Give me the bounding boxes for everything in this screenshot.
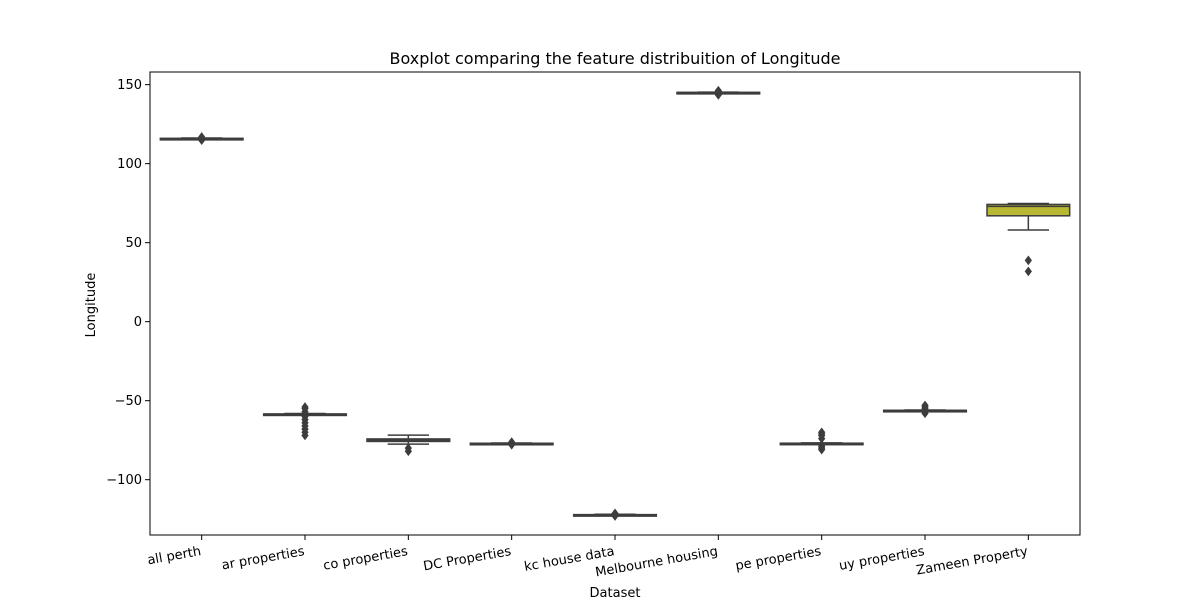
y-tick-label: 150: [117, 78, 142, 93]
y-tick-label: 0: [134, 315, 142, 330]
box-ar-properties: [262, 402, 348, 441]
x-axis-label: Dataset: [590, 586, 641, 600]
x-tick-label: all perth: [146, 544, 202, 568]
outlier-point: [1024, 266, 1032, 277]
outlier-point: [818, 427, 826, 438]
outlier-point: [611, 511, 619, 521]
y-axis-label: Longitude: [84, 273, 99, 338]
outlier-point: [198, 132, 206, 142]
chart-title: Boxplot comparing the feature distribuit…: [389, 49, 840, 68]
x-tick-label: uy properties: [838, 544, 926, 574]
y-tick-label: −50: [115, 394, 142, 409]
plot-frame: [149, 71, 1081, 536]
y-tick-label: 100: [117, 157, 142, 172]
outlier-point: [404, 446, 412, 457]
outlier-point: [921, 400, 929, 411]
x-tick-label: Zameen Property: [915, 544, 1029, 578]
y-tick-label: −100: [106, 473, 142, 488]
box-zameen-property: [986, 202, 1071, 277]
outlier-point: [1024, 255, 1032, 266]
y-tick-label: 50: [125, 236, 142, 251]
x-tick-label: ar properties: [221, 544, 306, 573]
box-dc-properties: [469, 437, 554, 450]
box-kc-house-data: [572, 508, 658, 521]
outlier-point: [818, 440, 826, 450]
box-co-properties: [366, 434, 451, 457]
box-pe-properties: [779, 427, 864, 455]
box-all-perth: [159, 132, 244, 145]
plot-area: −100 −50 0 50 100 150 all perth ar properties co…: [106, 78, 1071, 580]
outlier-point: [714, 85, 722, 96]
x-tick-label: pe properties: [734, 544, 822, 574]
box-body: [986, 203, 1071, 217]
box-uy-properties: [882, 400, 968, 419]
outlier-point: [508, 439, 516, 450]
x-tick-label: DC Properties: [422, 544, 512, 574]
x-tick-label: co properties: [322, 544, 409, 574]
outlier-point: [301, 402, 309, 412]
box-melbourne-housing: [676, 85, 761, 100]
